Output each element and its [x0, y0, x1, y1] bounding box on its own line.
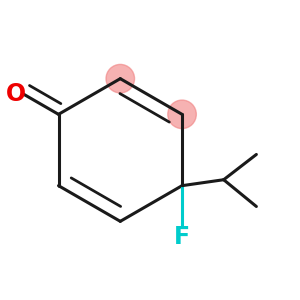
Text: O: O: [6, 82, 26, 106]
Text: F: F: [174, 225, 190, 249]
Circle shape: [106, 64, 134, 93]
Circle shape: [168, 100, 196, 129]
